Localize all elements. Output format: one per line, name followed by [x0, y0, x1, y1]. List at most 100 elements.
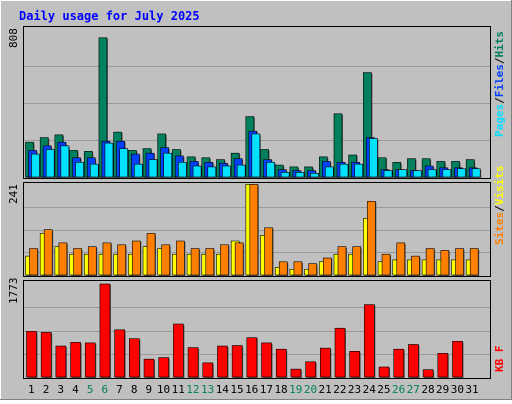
pages-bar-day-14	[222, 165, 231, 178]
x-tick-label-day-13: 13	[201, 383, 214, 396]
x-tick-label-day-14: 14	[216, 383, 230, 396]
legend-files: Files	[493, 64, 506, 97]
kbytes-bar-day-10	[158, 357, 170, 378]
sites-bar-day-17	[264, 227, 273, 276]
x-tick-label-day-4: 4	[72, 383, 79, 396]
pages-bar-day-15	[236, 164, 246, 178]
x-tick-label-day-29: 29	[436, 383, 449, 396]
kbytes-bar-day-19	[290, 368, 302, 378]
pages-bar-day-16	[251, 133, 261, 178]
kbytes-bar-day-1	[26, 331, 37, 378]
x-tick-label-day-24: 24	[363, 383, 377, 396]
pages-bar-day-31	[471, 168, 481, 178]
kbytes-bar-day-16	[246, 337, 258, 378]
pages-bar-day-9	[148, 159, 158, 178]
legend-sep-3: /	[493, 205, 506, 212]
pages-bar-day-28	[427, 169, 437, 178]
sites-bar-day-6	[102, 242, 112, 276]
visits-panel-legend: Sites/Visits	[493, 166, 506, 246]
sites-bar-day-23	[352, 246, 361, 276]
kbytes-bar-day-22	[334, 327, 346, 378]
pages-bar-day-27	[413, 170, 422, 178]
x-tick-label-day-5: 5	[87, 383, 94, 396]
sites-bar-day-27	[411, 255, 420, 276]
kbytes-bar-day-9	[143, 358, 155, 378]
pages-bar-day-23	[354, 163, 363, 178]
x-tick-label-day-15: 15	[230, 383, 243, 396]
x-tick-label-day-2: 2	[43, 383, 50, 396]
x-tick-label-day-19: 19	[289, 383, 302, 396]
kbytes-bar-day-11	[173, 323, 184, 378]
hits-panel-max-label: 808	[7, 28, 20, 48]
legend-sep-2: /	[493, 57, 506, 64]
pages-bar-day-7	[119, 148, 128, 178]
sites-bar-day-9	[146, 233, 156, 276]
pages-bar-day-10	[163, 152, 173, 178]
sites-bar-day-20	[308, 263, 317, 276]
x-tick-label-day-11: 11	[172, 383, 185, 396]
sites-bar-day-15	[234, 242, 244, 276]
kbytes-bar-day-29	[437, 353, 449, 378]
sites-bar-day-12	[190, 248, 200, 276]
kbytes-bar-day-13	[202, 362, 214, 378]
sites-bar-day-3	[58, 242, 68, 276]
legend-sep-1: /	[493, 97, 506, 104]
sites-bar-day-21	[322, 257, 332, 276]
pages-bar-day-19	[295, 172, 305, 178]
x-tick-label-day-10: 10	[157, 383, 170, 396]
x-tick-label-day-31: 31	[465, 383, 478, 396]
pages-bar-day-1	[31, 153, 40, 178]
x-tick-label-day-17: 17	[260, 383, 273, 396]
pages-bar-day-3	[60, 145, 70, 178]
sites-bar-day-25	[381, 253, 391, 276]
sites-bar-day-10	[161, 244, 171, 276]
sites-bar-day-1	[29, 248, 38, 276]
sites-bar-day-31	[469, 248, 479, 276]
x-tick-label-day-20: 20	[304, 383, 317, 396]
kbytes-bar-day-6	[99, 283, 111, 378]
pages-bar-day-24	[369, 138, 378, 178]
sites-bar-day-5	[87, 246, 97, 276]
pages-bar-day-18	[280, 172, 290, 178]
x-tick-label-day-23: 23	[348, 383, 361, 396]
pages-bar-day-25	[383, 170, 393, 178]
kbytes-bar-day-2	[40, 332, 52, 378]
hits-panel-frame	[23, 26, 491, 179]
pages-bar-day-21	[324, 166, 334, 178]
x-tick-label-day-3: 3	[57, 383, 64, 396]
sites-bar-day-11	[176, 240, 185, 276]
kbytes-bar-day-24	[364, 304, 375, 378]
kbytes-bar-day-17	[261, 342, 272, 378]
x-tick-label-day-18: 18	[274, 383, 287, 396]
sites-bar-day-29	[440, 250, 450, 276]
sites-bar-day-22	[337, 246, 347, 276]
pages-bar-day-12	[192, 165, 202, 178]
hits-panel-legend: Pages/Files/Hits	[493, 31, 506, 137]
kbytes-bar-day-14	[217, 345, 228, 378]
kbytes-bar-day-21	[319, 347, 331, 378]
kbytes-bar-day-23	[349, 350, 360, 378]
sites-bar-day-4	[73, 248, 82, 276]
chart-title: Daily usage for July 2025	[19, 9, 200, 23]
legend-sites: Sites	[493, 212, 506, 245]
kbytes-panel-frame	[23, 280, 491, 379]
legend-hits: Hits	[493, 31, 506, 58]
kbytes-bar-day-12	[187, 347, 199, 378]
sites-bar-day-14	[220, 244, 229, 276]
pages-bar-day-11	[178, 162, 187, 178]
x-tick-label-day-12: 12	[186, 383, 199, 396]
kbytes-bar-day-30	[452, 341, 463, 378]
visits-panel-frame	[23, 182, 491, 277]
pages-bar-day-17	[266, 162, 275, 178]
pages-bar-day-22	[339, 163, 349, 178]
kbytes-panel-max-label: 1773	[7, 278, 20, 305]
x-tick-label-day-6: 6	[101, 383, 108, 396]
x-tick-label-day-28: 28	[421, 383, 434, 396]
kbytes-bar-day-15	[231, 345, 243, 378]
kbytes-bar-day-8	[129, 338, 140, 378]
x-tick-label-day-16: 16	[245, 383, 258, 396]
x-tick-label-day-9: 9	[146, 383, 153, 396]
pages-bar-day-5	[89, 163, 99, 178]
sites-bar-day-28	[425, 248, 435, 276]
